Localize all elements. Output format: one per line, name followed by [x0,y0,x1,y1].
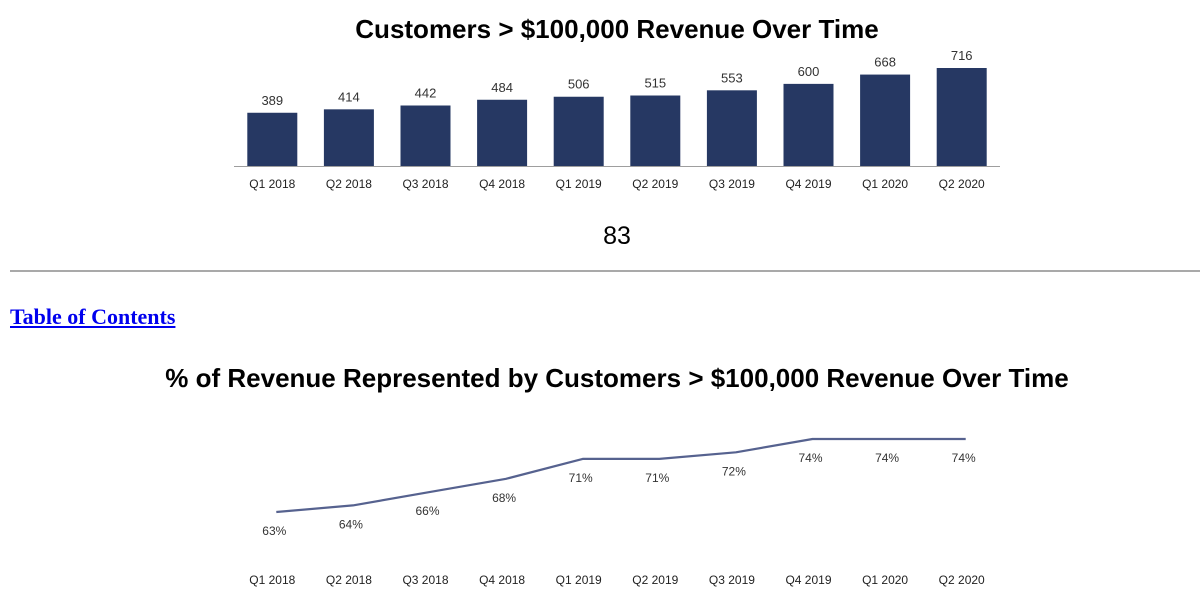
page-divider [10,270,1200,272]
bar-q4-2019 [783,83,834,166]
bar-data-label: 668 [874,55,896,70]
bar-x-tick-label: Q4 2019 [785,177,831,191]
line-data-label: 64% [339,517,363,531]
bar-data-label: 553 [721,70,743,85]
bar-data-label: 389 [261,93,283,108]
bar-q2-2019 [630,95,681,166]
bar-chart-title: Customers > $100,000 Revenue Over Time [355,14,879,44]
bar-x-tick-label: Q1 2020 [862,177,908,191]
line-chart-title: % of Revenue Represented by Customers > … [165,363,1069,393]
bar-data-label: 600 [798,64,820,79]
table-of-contents-link[interactable]: Table of Contents [10,304,176,329]
line-x-tick-label: Q1 2018 [249,573,295,587]
line-data-label: 74% [875,451,899,465]
bar-q1-2019 [553,96,604,166]
line-data-label: 68% [492,491,516,505]
line-x-tick-label: Q3 2018 [402,573,448,587]
line-x-tick-label: Q1 2020 [862,573,908,587]
bar-q2-2020 [936,68,987,166]
line-data-label: 71% [569,471,593,485]
bar-q1-2020 [860,74,911,166]
bar-x-tick-label: Q1 2018 [249,177,295,191]
line-x-tick-label: Q1 2019 [556,573,602,587]
line-x-tick-label: Q4 2019 [785,573,831,587]
page-number: 83 [603,222,631,250]
bar-x-tick-label: Q3 2018 [402,177,448,191]
bar-data-label: 515 [644,76,666,91]
bar-x-tick-label: Q2 2018 [326,177,372,191]
bar-q3-2019 [706,90,757,166]
line-data-label: 66% [415,504,439,518]
line-data-label: 71% [645,471,669,485]
bar-x-tick-label: Q1 2019 [556,177,602,191]
line-data-label: 72% [722,464,746,478]
bar-data-label: 442 [415,86,437,101]
bar-q2-2018 [323,109,374,166]
bar-x-tick-label: Q2 2019 [632,177,678,191]
line-data-label: 74% [952,451,976,465]
bar-data-label: 716 [951,48,973,63]
bar-data-label: 506 [568,77,590,92]
line-data-label: 74% [798,451,822,465]
line-x-tick-label: Q2 2020 [939,573,985,587]
bar-x-tick-label: Q4 2018 [479,177,525,191]
line-data-label: 63% [262,524,286,538]
bar-data-label: 484 [491,80,513,95]
line-x-tick-label: Q3 2019 [709,573,755,587]
line-x-tick-label: Q2 2018 [326,573,372,587]
bar-data-label: 414 [338,89,360,104]
revenue-share-series-line [276,437,966,514]
bar-q1-2018 [247,112,298,166]
bar-x-tick-label: Q3 2019 [709,177,755,191]
bar-q3-2018 [400,105,451,166]
line-x-tick-label: Q4 2018 [479,573,525,587]
bar-q4-2018 [477,99,528,166]
customers-bar-chart: 389 Q1 2018 414 Q2 2018 442 Q3 2018 484 Q4 2018… [234,48,1000,191]
line-x-tick-label: Q2 2019 [632,573,678,587]
bar-x-tick-label: Q2 2020 [939,177,985,191]
